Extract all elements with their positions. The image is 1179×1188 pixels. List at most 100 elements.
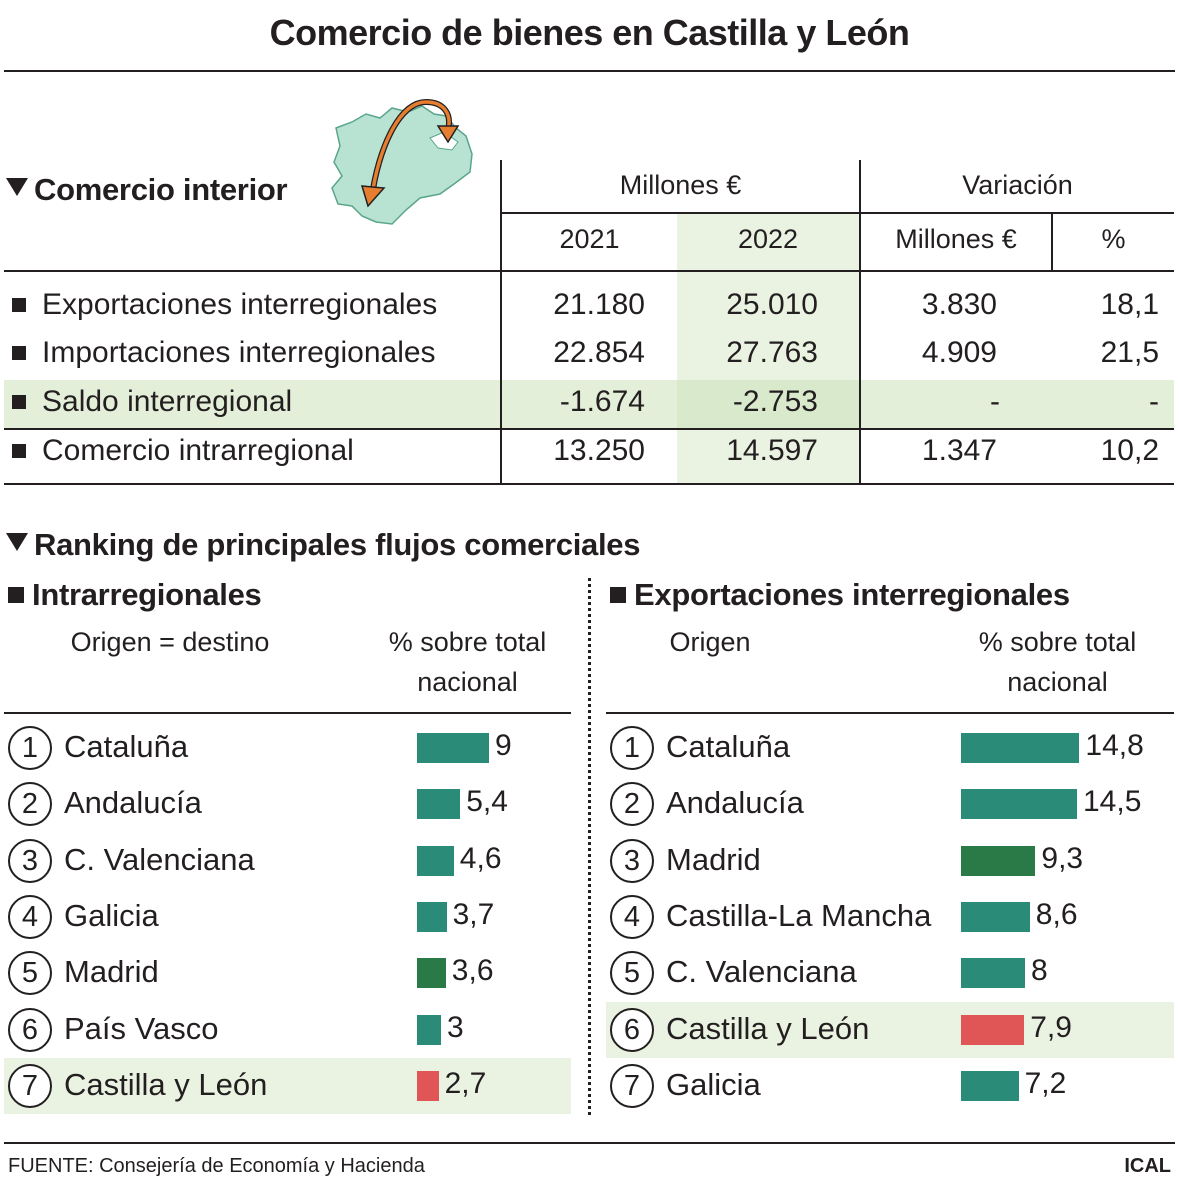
right-header-rule (606, 712, 1174, 714)
tick-label: País Vasco (64, 1010, 219, 1046)
table-hline-saldo (4, 428, 1174, 430)
rank-number: 7 (8, 1063, 52, 1108)
data-label: 14,8 (1085, 729, 1144, 762)
cell-exp-2022: 25.010 (726, 288, 818, 321)
header-var-millones: Millones € (895, 224, 1017, 254)
rank-number: 1 (8, 726, 52, 770)
data-label: 2,7 (444, 1066, 487, 1100)
right-col-origin: Origen (669, 627, 751, 657)
ranking-section-title: Ranking de principales flujos comerciale… (34, 527, 641, 562)
square-bullet-icon (12, 444, 26, 458)
bar (961, 958, 1025, 989)
table-vline-label (500, 160, 502, 485)
header-millones: Millones € (619, 170, 742, 200)
cell-imp-2022: 27.763 (726, 336, 818, 369)
bar (961, 901, 1030, 932)
bar (961, 733, 1080, 763)
cell-saldo-2021: -1.674 (559, 385, 645, 418)
data-label: 3,6 (451, 954, 494, 988)
table-hline-top (4, 270, 1174, 272)
square-bullet-icon (610, 587, 626, 603)
cell-intra-2022: 14.597 (726, 434, 818, 467)
rank-number: 4 (8, 894, 52, 939)
rank-number: 6 (610, 1007, 654, 1052)
cell-exp-2021: 21.180 (553, 288, 645, 321)
tick-label: Galicia (64, 897, 159, 933)
bar (961, 845, 1036, 876)
rank-number: 2 (610, 782, 654, 827)
rank-number: 5 (610, 951, 654, 996)
left-col-origin: Origen = destino (70, 627, 270, 657)
tick-label: Madrid (64, 954, 159, 990)
bar (417, 901, 447, 932)
header-var-pct: % (1101, 224, 1126, 254)
bar (417, 789, 461, 820)
rank-number: 1 (610, 726, 654, 770)
table-vline-var (1051, 214, 1053, 270)
tick-label: C. Valenciana (64, 841, 255, 877)
square-bullet-icon (12, 395, 26, 409)
tick-label: Galicia (666, 1066, 761, 1102)
title-divider (4, 70, 1175, 72)
bar (417, 1014, 441, 1045)
data-label: 7,9 (1030, 1010, 1072, 1044)
tick-label: Castilla y León (666, 1010, 870, 1046)
data-label: 14,5 (1083, 785, 1142, 819)
castilla-leon-map-icon (331, 98, 473, 225)
square-bullet-icon (8, 587, 24, 603)
tick-label: Castilla-La Mancha (666, 897, 932, 933)
cell-saldo-2022: -2.753 (732, 385, 818, 418)
bar (961, 1070, 1019, 1101)
cell-intra-var: 1.347 (921, 434, 997, 467)
highlight-row (4, 1058, 571, 1115)
cell-saldo-pct: - (1149, 385, 1159, 418)
rank-number: 3 (8, 838, 52, 883)
column-divider (588, 578, 591, 1115)
left-col-pct-line1: % sobre total (388, 627, 547, 657)
highlight-column-2022 (677, 214, 859, 485)
cell-imp-2021: 22.854 (553, 336, 645, 369)
rank-number: 4 (610, 894, 654, 939)
header-variacion: Variación (962, 170, 1073, 200)
left-subtitle: Intrarregionales (8, 577, 262, 613)
cell-intra-2021: 13.250 (553, 434, 645, 467)
tick-label: Cataluña (666, 729, 791, 764)
tick-label: Madrid (666, 841, 761, 877)
page-title: Comercio de bienes en Castilla y León (269, 12, 910, 53)
highlight-row-saldo (4, 380, 1174, 429)
tick-label: Andalucía (64, 785, 202, 821)
tick-label: Cataluña (64, 729, 189, 764)
cell-saldo-var: - (990, 385, 1000, 418)
tick-label: Andalucía (666, 785, 804, 821)
footer-divider (4, 1142, 1175, 1144)
data-label: 8 (1031, 954, 1048, 988)
data-label: 8,6 (1035, 897, 1078, 931)
header-2022: 2022 (737, 224, 799, 254)
interior-section-title: Comercio interior (34, 172, 288, 207)
table-hline-header (500, 212, 1174, 214)
triangle-down-icon (6, 178, 28, 196)
bar (961, 1014, 1025, 1045)
data-label: 3 (447, 1010, 464, 1044)
data-label: 3,7 (452, 897, 495, 931)
rank-number: 7 (610, 1063, 654, 1108)
left-col-pct-line2: nacional (417, 667, 518, 697)
bar (417, 733, 489, 763)
right-col-pct-line2: nacional (1007, 667, 1108, 697)
highlight-row (606, 1002, 1174, 1058)
row-label-importaciones: Importaciones interregionales (12, 336, 436, 370)
tick-label: C. Valenciana (666, 954, 857, 990)
right-col-pct-line1: % sobre total (978, 627, 1137, 657)
table-vline-group (859, 160, 861, 485)
bar (417, 845, 454, 876)
square-bullet-icon (12, 298, 26, 312)
row-label-intrarregional: Comercio intrarregional (12, 434, 354, 468)
triangle-down-icon (6, 533, 28, 551)
cell-exp-var: 3.830 (921, 288, 997, 321)
header-2021: 2021 (559, 224, 620, 254)
rank-number: 5 (8, 951, 52, 996)
left-header-rule (4, 712, 571, 714)
data-label: 7,2 (1024, 1066, 1067, 1100)
rank-number: 2 (8, 782, 52, 827)
row-label-exportaciones: Exportaciones interregionales (12, 288, 437, 322)
